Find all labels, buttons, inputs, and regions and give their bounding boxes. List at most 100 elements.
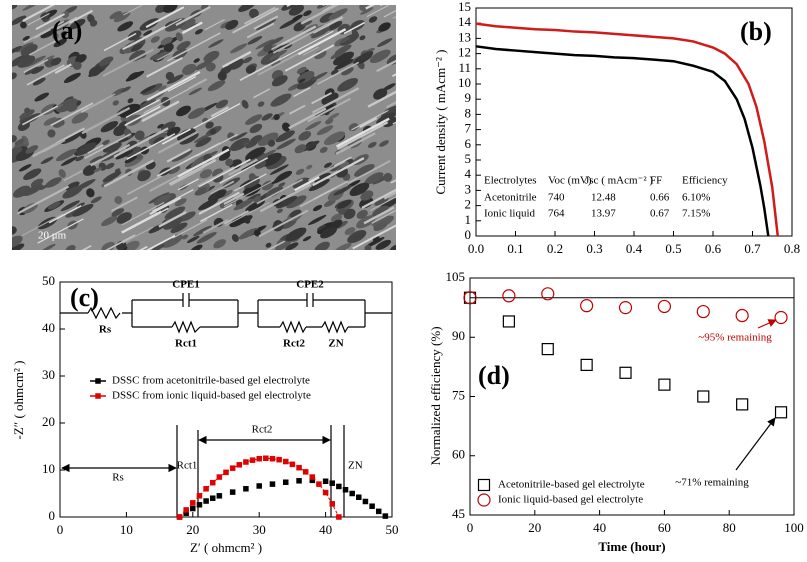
ridge bbox=[81, 106, 131, 135]
data-point bbox=[322, 478, 329, 485]
ridge bbox=[126, 133, 176, 160]
data-point bbox=[349, 490, 355, 497]
pore bbox=[325, 118, 334, 125]
pore bbox=[19, 109, 35, 119]
pore bbox=[243, 140, 252, 146]
pore bbox=[286, 195, 307, 209]
data-point bbox=[658, 378, 671, 391]
pore bbox=[213, 239, 227, 249]
table-cell: 0.67 bbox=[650, 208, 670, 220]
pore bbox=[303, 177, 310, 183]
y-tick-label: 13 bbox=[458, 29, 471, 44]
ridge bbox=[359, 116, 378, 128]
pore bbox=[41, 243, 56, 250]
pore bbox=[140, 84, 156, 94]
pore bbox=[188, 87, 202, 96]
pore bbox=[209, 128, 217, 135]
data-point bbox=[209, 495, 216, 501]
pore bbox=[166, 126, 181, 137]
pore bbox=[47, 129, 56, 138]
pore bbox=[43, 117, 57, 126]
x-tick-label: 20 bbox=[528, 520, 541, 535]
pore bbox=[267, 36, 284, 46]
pore bbox=[161, 234, 183, 248]
table-cell: 13.97 bbox=[591, 208, 616, 220]
ridge bbox=[239, 57, 282, 82]
pore bbox=[360, 7, 374, 15]
pore bbox=[32, 77, 46, 86]
ridge bbox=[48, 205, 82, 224]
pore bbox=[125, 70, 145, 82]
pore bbox=[344, 227, 356, 235]
pore bbox=[261, 180, 274, 191]
pore bbox=[19, 113, 41, 126]
pore bbox=[359, 35, 366, 41]
ridge bbox=[198, 158, 251, 188]
y-tick-label: 0 bbox=[465, 227, 472, 242]
data-point bbox=[696, 304, 710, 319]
pore bbox=[157, 123, 164, 129]
pore bbox=[12, 53, 31, 67]
x-tick-label: 20 bbox=[186, 522, 199, 537]
data-point bbox=[256, 455, 262, 462]
ridge bbox=[308, 160, 346, 182]
pore bbox=[89, 155, 103, 163]
pore bbox=[256, 19, 277, 31]
pore bbox=[61, 131, 83, 145]
arrow bbox=[757, 319, 777, 329]
ridge bbox=[392, 121, 396, 125]
y-tick-label: 8 bbox=[465, 105, 472, 120]
plot-frame bbox=[59, 281, 393, 518]
pore bbox=[69, 18, 86, 30]
ridge bbox=[223, 179, 275, 208]
pore bbox=[56, 148, 78, 162]
ridge bbox=[311, 92, 332, 105]
x-tick-label: 100 bbox=[784, 520, 804, 535]
ridge bbox=[204, 18, 225, 31]
ridge bbox=[371, 209, 396, 224]
data-point bbox=[203, 486, 209, 492]
ridge bbox=[215, 133, 238, 147]
y-tick-label: 50 bbox=[42, 273, 55, 288]
pore bbox=[316, 125, 334, 136]
pore bbox=[326, 97, 336, 103]
pore bbox=[142, 83, 163, 96]
pore bbox=[261, 152, 282, 167]
pore bbox=[170, 222, 188, 234]
ridge bbox=[347, 159, 391, 185]
ridge bbox=[361, 188, 396, 209]
data-point bbox=[382, 513, 389, 519]
pore bbox=[153, 136, 165, 144]
pore bbox=[18, 164, 32, 172]
pore bbox=[375, 239, 392, 250]
table-cell: 740 bbox=[548, 192, 565, 204]
data-point bbox=[736, 398, 749, 411]
y-tick-label: 75 bbox=[452, 387, 465, 402]
ridge bbox=[253, 15, 279, 30]
pore bbox=[193, 225, 212, 237]
data-point bbox=[256, 483, 262, 489]
pore bbox=[333, 242, 352, 250]
pore bbox=[253, 229, 261, 237]
pore bbox=[369, 49, 391, 64]
pore bbox=[20, 21, 27, 29]
ridge bbox=[27, 12, 50, 26]
pore bbox=[383, 172, 393, 182]
ridge bbox=[123, 5, 144, 16]
ridge bbox=[146, 71, 201, 101]
pore bbox=[134, 130, 145, 141]
data-point bbox=[296, 478, 302, 484]
x-axis-title: Z′ ( ohmcm² ) bbox=[190, 540, 262, 555]
pore bbox=[364, 244, 372, 250]
ridge bbox=[307, 97, 351, 123]
ridge bbox=[405, 220, 458, 248]
ridge bbox=[145, 6, 185, 29]
pore bbox=[88, 66, 102, 77]
pore bbox=[357, 51, 374, 62]
x-tick-label: 30 bbox=[253, 522, 266, 537]
x-tick-label: 50 bbox=[386, 522, 399, 537]
pore bbox=[364, 172, 384, 185]
pore bbox=[305, 121, 322, 131]
pore bbox=[378, 22, 391, 32]
pore bbox=[12, 5, 18, 10]
